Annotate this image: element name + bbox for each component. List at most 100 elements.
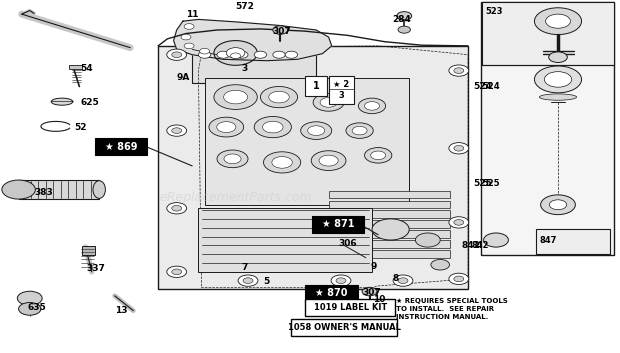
- Circle shape: [214, 85, 257, 109]
- Circle shape: [311, 151, 346, 170]
- Circle shape: [319, 155, 338, 166]
- Text: 1019 LABEL KIT: 1019 LABEL KIT: [314, 303, 387, 312]
- Circle shape: [336, 278, 346, 283]
- Circle shape: [184, 24, 194, 29]
- Text: 842: 842: [471, 241, 489, 250]
- Ellipse shape: [539, 94, 577, 100]
- Circle shape: [541, 195, 575, 215]
- Circle shape: [308, 126, 325, 136]
- Circle shape: [544, 72, 572, 87]
- Bar: [305, 76, 327, 96]
- Circle shape: [224, 90, 247, 104]
- Circle shape: [200, 48, 210, 54]
- Text: 3: 3: [242, 64, 248, 73]
- Bar: [69, 65, 82, 69]
- Circle shape: [260, 86, 298, 108]
- Bar: [329, 230, 450, 238]
- Text: 7: 7: [242, 263, 248, 272]
- Circle shape: [184, 43, 194, 49]
- Text: 525: 525: [482, 179, 500, 188]
- Circle shape: [269, 91, 289, 103]
- Circle shape: [313, 94, 344, 111]
- Text: 635: 635: [28, 303, 46, 312]
- Bar: [192, 37, 316, 83]
- Text: eReplacementParts.com: eReplacementParts.com: [159, 191, 312, 204]
- Circle shape: [214, 41, 257, 65]
- Circle shape: [454, 220, 464, 225]
- Text: 9: 9: [370, 262, 376, 271]
- Text: 13: 13: [115, 306, 127, 315]
- Circle shape: [172, 52, 182, 58]
- Circle shape: [431, 259, 450, 270]
- Circle shape: [398, 26, 410, 33]
- Circle shape: [217, 150, 248, 168]
- Circle shape: [19, 303, 41, 315]
- Text: 625: 625: [81, 98, 99, 107]
- Circle shape: [238, 275, 258, 286]
- Circle shape: [362, 287, 377, 296]
- Circle shape: [549, 52, 567, 62]
- Circle shape: [264, 152, 301, 173]
- Bar: [205, 78, 409, 205]
- Circle shape: [454, 68, 464, 73]
- Bar: [329, 210, 450, 218]
- Text: 9A: 9A: [176, 73, 190, 82]
- Bar: [198, 208, 372, 272]
- Circle shape: [393, 275, 413, 286]
- Circle shape: [546, 14, 570, 28]
- Circle shape: [217, 122, 236, 132]
- Bar: [306, 285, 358, 301]
- Text: 10: 10: [373, 295, 386, 304]
- Circle shape: [449, 143, 469, 154]
- Text: 383: 383: [34, 188, 53, 197]
- Bar: [158, 46, 468, 289]
- Circle shape: [273, 26, 288, 34]
- Circle shape: [415, 233, 440, 247]
- Bar: [312, 216, 365, 233]
- Circle shape: [397, 12, 412, 20]
- Text: 307: 307: [273, 27, 291, 36]
- Circle shape: [172, 128, 182, 133]
- Circle shape: [285, 51, 298, 58]
- Text: ★ REQUIRES SPECIAL TOOLS
TO INSTALL.  SEE REPAIR
INSTRUCTION MANUAL.: ★ REQUIRES SPECIAL TOOLS TO INSTALL. SEE…: [396, 298, 507, 320]
- Text: 1058 OWNER'S MANUAL: 1058 OWNER'S MANUAL: [288, 323, 401, 332]
- Text: 54: 54: [81, 64, 93, 73]
- Bar: [482, 2, 614, 65]
- Circle shape: [534, 8, 582, 35]
- Bar: [329, 250, 450, 258]
- Circle shape: [231, 53, 241, 59]
- Bar: [329, 220, 450, 228]
- Text: 11: 11: [186, 10, 198, 19]
- Circle shape: [534, 66, 582, 93]
- Text: 284: 284: [392, 15, 411, 24]
- Text: 8: 8: [392, 274, 399, 283]
- Bar: [329, 240, 450, 248]
- Circle shape: [346, 123, 373, 138]
- Circle shape: [365, 102, 379, 110]
- Circle shape: [2, 180, 35, 199]
- Text: 5: 5: [264, 277, 270, 286]
- Bar: [82, 246, 95, 255]
- Ellipse shape: [93, 181, 105, 198]
- Circle shape: [167, 125, 187, 136]
- Text: 307: 307: [363, 288, 381, 298]
- Text: ★ 869: ★ 869: [105, 142, 137, 151]
- Bar: [305, 299, 396, 316]
- Circle shape: [167, 266, 187, 277]
- Circle shape: [331, 275, 351, 286]
- Bar: [536, 229, 610, 254]
- Circle shape: [243, 278, 253, 283]
- Bar: [291, 319, 397, 336]
- Polygon shape: [174, 19, 332, 61]
- Circle shape: [254, 51, 267, 58]
- Circle shape: [449, 273, 469, 285]
- Circle shape: [449, 65, 469, 76]
- Bar: [329, 191, 450, 198]
- Circle shape: [198, 51, 211, 58]
- Text: 524: 524: [482, 82, 500, 91]
- Circle shape: [549, 200, 567, 210]
- Circle shape: [217, 51, 229, 58]
- Circle shape: [484, 233, 508, 247]
- Bar: [481, 2, 614, 255]
- Circle shape: [365, 148, 392, 163]
